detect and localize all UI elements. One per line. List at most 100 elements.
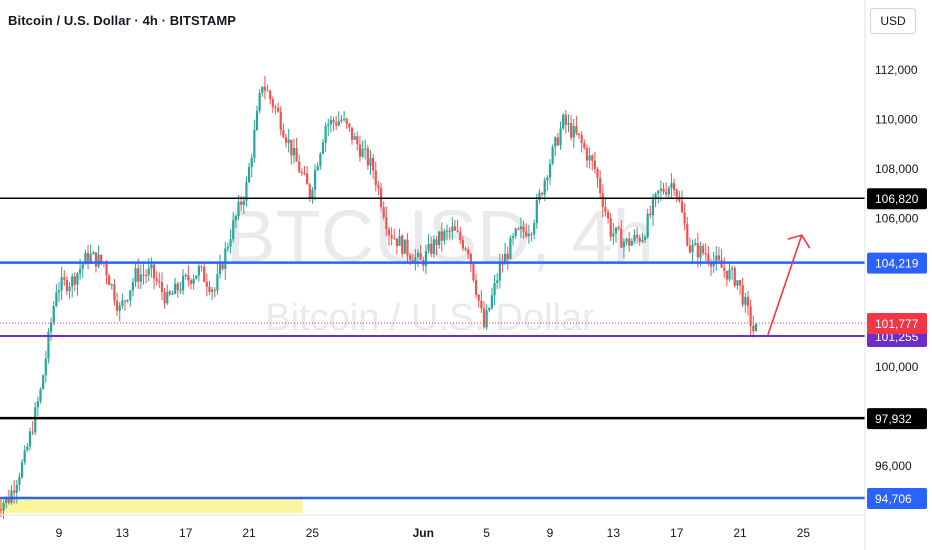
candle — [184, 273, 187, 280]
candle — [382, 201, 385, 221]
price-tag-104219-text: 104,219 — [875, 257, 919, 271]
candle — [432, 235, 435, 259]
candle — [738, 279, 742, 296]
candle — [625, 237, 628, 246]
candle — [176, 281, 179, 298]
candle — [393, 228, 396, 240]
trend-arrow[interactable] — [767, 234, 811, 336]
candle — [628, 231, 631, 252]
candle — [390, 227, 393, 246]
candle — [717, 246, 721, 263]
time-tick-label: 17 — [670, 526, 684, 540]
candle — [340, 114, 343, 124]
candle — [599, 170, 602, 200]
chart-title: Bitcoin / U.S. Dollar · 4h · BITSTAMP — [8, 13, 237, 28]
candle — [31, 421, 34, 436]
candle — [485, 304, 488, 331]
candle — [63, 270, 66, 286]
candle — [316, 162, 319, 171]
price-tick-label: 100,000 — [875, 360, 919, 374]
price-axis[interactable]: 112,000 110,000 108,000 106,000 100,000 96,00… — [867, 63, 927, 510]
candle — [121, 293, 124, 309]
candle — [150, 257, 153, 278]
candle — [224, 241, 227, 280]
candle — [374, 161, 377, 192]
candle — [245, 176, 248, 207]
candle — [181, 269, 185, 295]
candle — [548, 159, 552, 185]
candle — [519, 217, 523, 238]
price-tick-label: 112,000 — [875, 63, 918, 77]
candle — [733, 265, 736, 288]
candle — [168, 289, 171, 297]
candle — [517, 227, 520, 231]
candle — [638, 234, 641, 246]
price-tag-97932: 97,932 — [867, 408, 927, 430]
candle — [554, 136, 557, 157]
candle — [216, 263, 219, 295]
candle — [81, 263, 84, 278]
candle — [575, 115, 578, 136]
candle — [559, 121, 562, 150]
candle — [498, 253, 501, 289]
candle — [654, 192, 657, 208]
candle — [271, 96, 274, 113]
candle — [372, 153, 375, 180]
candle — [540, 191, 544, 197]
candle — [477, 293, 480, 308]
candle — [277, 102, 280, 113]
candle — [71, 273, 74, 298]
time-axis[interactable]: 9 13 17 21 25 Jun 5 9 13 17 21 25 — [56, 526, 811, 540]
candle — [247, 162, 251, 184]
candle — [414, 249, 417, 271]
candle — [527, 224, 530, 244]
candle — [158, 272, 161, 288]
candle — [208, 280, 211, 295]
candle — [366, 145, 369, 170]
candle — [467, 246, 470, 260]
candle — [490, 288, 494, 311]
candle — [715, 246, 718, 271]
candle — [139, 264, 142, 290]
candle — [572, 118, 575, 149]
candle — [73, 272, 76, 292]
candle — [115, 292, 119, 316]
candle — [562, 112, 565, 131]
candle — [649, 205, 652, 219]
candle — [0, 499, 3, 517]
candle — [42, 374, 45, 390]
candle — [321, 139, 325, 155]
candle — [57, 282, 61, 302]
candle — [535, 193, 538, 229]
candle — [179, 282, 182, 294]
candle — [47, 328, 50, 364]
candle — [134, 262, 137, 287]
candle — [459, 226, 462, 245]
candle — [670, 173, 673, 199]
candle — [427, 233, 430, 254]
candle — [401, 234, 404, 257]
candle — [353, 132, 356, 141]
candle — [145, 269, 148, 284]
currency-selector[interactable]: USD — [870, 8, 916, 34]
candle — [472, 263, 475, 282]
candle — [601, 184, 604, 218]
candle — [218, 254, 222, 279]
candle — [142, 263, 145, 285]
candle — [20, 459, 24, 480]
candle — [174, 277, 177, 295]
candle — [242, 196, 245, 215]
candle — [395, 238, 398, 255]
candle — [284, 133, 288, 148]
candle — [746, 290, 750, 316]
candle — [514, 227, 517, 239]
candle — [675, 188, 678, 203]
candle — [474, 273, 478, 299]
price-tag-94706-text: 94,706 — [875, 492, 912, 506]
candle — [622, 238, 626, 259]
candle — [667, 185, 670, 199]
candle — [274, 104, 277, 115]
time-tick-label: 21 — [242, 526, 256, 540]
price-tick-label: 106,000 — [875, 212, 919, 226]
